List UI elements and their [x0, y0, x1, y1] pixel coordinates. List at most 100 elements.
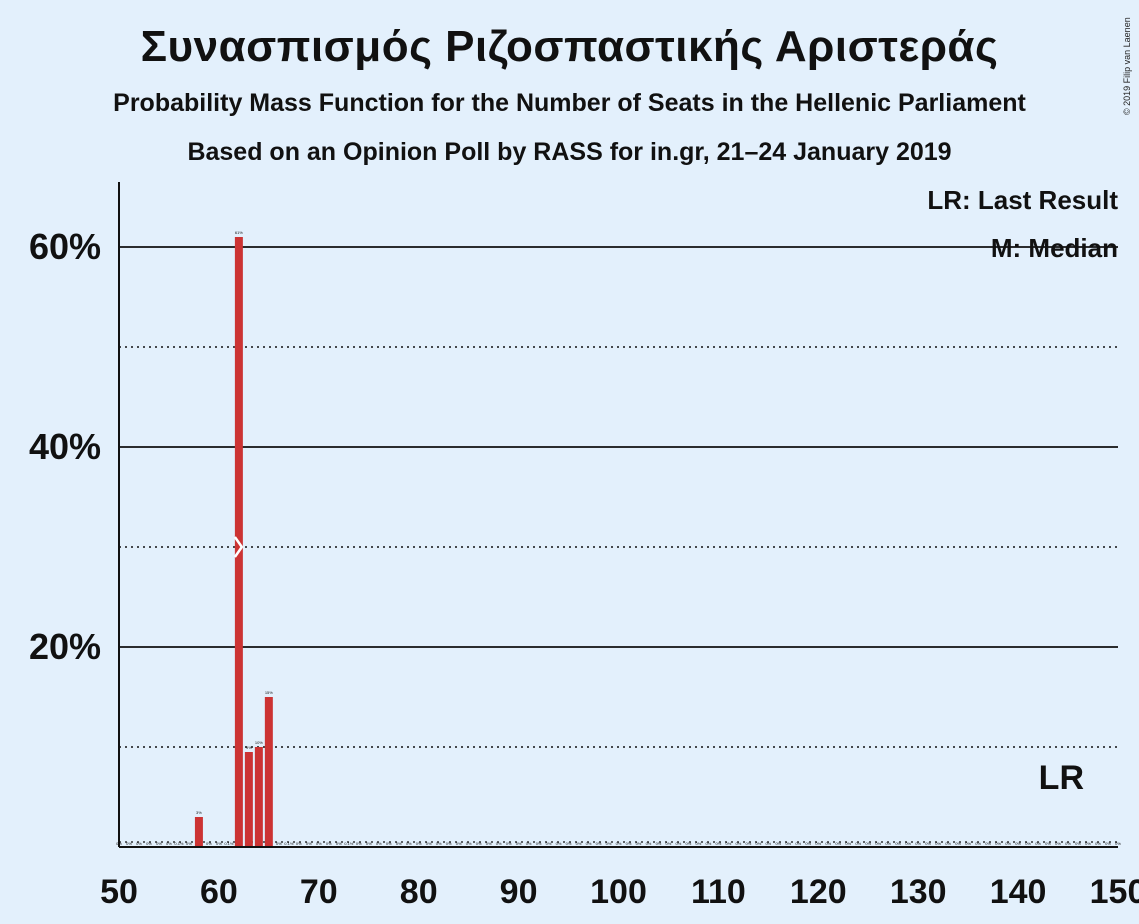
bar-label-90: 0%	[516, 841, 522, 846]
bar-label-144: 0%	[1055, 841, 1061, 846]
bar-label-69: 0%	[306, 841, 312, 846]
bar-label-83: 0%	[446, 841, 452, 846]
legend-last-result: LR: Last Result	[927, 185, 1118, 215]
bar-label-150: 0%	[1115, 841, 1121, 846]
bars	[194, 237, 273, 847]
bar-label-104: 0%	[656, 841, 662, 846]
bar-label-117: 0%	[785, 841, 791, 846]
bar-64	[254, 747, 263, 847]
last-result-marker: LR	[1039, 759, 1084, 797]
bar-label-91: 0%	[526, 841, 532, 846]
bar-label-97: 0%	[586, 841, 592, 846]
bar-label-65: 15%	[265, 690, 273, 695]
bar-label-119: 0%	[805, 841, 811, 846]
bar-label-79: 0%	[406, 841, 412, 846]
x-tick-label: 110	[691, 873, 746, 911]
bar-label-103: 0%	[646, 841, 652, 846]
bar-label-71: 0%	[326, 841, 332, 846]
bar-label-59: 0%	[206, 841, 212, 846]
bar-label-141: 0%	[1025, 841, 1031, 846]
bar-label-66: 0%	[276, 841, 282, 846]
bar-label-81: 0%	[426, 841, 432, 846]
bar-label-99: 0%	[606, 841, 612, 846]
bar-label-94: 0%	[556, 841, 562, 846]
bar-label-125: 0%	[865, 841, 871, 846]
bar-label-64: 10%	[255, 740, 263, 745]
bar-label-123: 0%	[845, 841, 851, 846]
grid-lines	[119, 246, 1118, 843]
x-tick-label: 50	[100, 873, 138, 911]
bar-label-100: 0%	[616, 841, 622, 846]
bar-label-120: 0%	[815, 841, 821, 846]
bar-label-149: 0%	[1105, 841, 1111, 846]
bar-label-102: 0%	[636, 841, 642, 846]
bar-label-95: 0%	[566, 841, 572, 846]
bar-label-111: 0%	[725, 841, 731, 846]
bar-label-127: 0%	[885, 841, 891, 846]
bar-label-74: 0%	[356, 841, 362, 846]
axes	[118, 182, 1118, 848]
y-tick-label: 20%	[29, 626, 101, 667]
y-tick-label: 60%	[29, 226, 101, 267]
bar-label-122: 0%	[835, 841, 841, 846]
bar-label-116: 0%	[775, 841, 781, 846]
bar-label-143: 0%	[1045, 841, 1051, 846]
bar-65	[264, 697, 273, 847]
bar-label-131: 0%	[925, 841, 931, 846]
bar-label-58: 3%	[196, 810, 202, 815]
bar-label-135: 0%	[965, 841, 971, 846]
bar-label-52: 0%	[136, 841, 142, 846]
bar-label-137: 0%	[985, 841, 991, 846]
bar-label-134: 0%	[955, 841, 961, 846]
bar-label-84: 0%	[456, 841, 462, 846]
bar-label-98: 0%	[596, 841, 602, 846]
y-tick-label: 40%	[29, 426, 101, 467]
bar-label-53: 0%	[146, 841, 152, 846]
bar-label-63: 9%	[246, 745, 252, 750]
bar-label-85: 0%	[466, 841, 472, 846]
bar-label-126: 0%	[875, 841, 881, 846]
bar-label-57: 0%	[186, 841, 192, 846]
bar-label-112: 0%	[735, 841, 741, 846]
x-tick-label: 90	[500, 873, 538, 911]
x-tick-label: 150	[1090, 873, 1139, 911]
bar-label-61: 0.1%	[224, 841, 234, 846]
bar-label-148: 0%	[1095, 841, 1101, 846]
x-tick-label: 140	[990, 873, 1047, 911]
bar-label-107: 0%	[686, 841, 692, 846]
chart-subtitle: Probability Mass Function for the Number…	[113, 89, 1026, 117]
bar-label-89: 0%	[506, 841, 512, 846]
bar-label-108: 0%	[696, 841, 702, 846]
bar-label-55: 0%	[166, 841, 172, 846]
bar-label-121: 0%	[825, 841, 831, 846]
bar-label-140: 0%	[1015, 841, 1021, 846]
y-axis-labels: 20% 40% 60%	[29, 226, 101, 667]
bar-label-93: 0%	[546, 841, 552, 846]
bar-label-60: 0%	[216, 841, 222, 846]
bar-label-128: 0%	[895, 841, 901, 846]
bar-label-67: 0.1%	[284, 841, 294, 846]
chart-source-line: Based on an Opinion Poll by RASS for in.…	[187, 138, 952, 166]
legend: LR: Last Result M: Median LR	[927, 185, 1118, 797]
bar-label-68: 0%	[296, 841, 302, 846]
bar-label-87: 0%	[486, 841, 492, 846]
bar-63	[244, 752, 253, 847]
bar-label-77: 0%	[386, 841, 392, 846]
bar-label-113: 0%	[745, 841, 751, 846]
bar-label-110: 0%	[716, 841, 722, 846]
bar-label-136: 0%	[975, 841, 981, 846]
x-tick-label: 70	[300, 873, 338, 911]
bar-label-115: 0%	[765, 841, 771, 846]
median-marker	[233, 536, 244, 558]
bar-label-118: 0%	[795, 841, 801, 846]
x-tick-label: 100	[590, 873, 647, 911]
bar-label-78: 0%	[396, 841, 402, 846]
legend-median: M: Median	[991, 233, 1118, 263]
bar-label-70: 0%	[316, 841, 322, 846]
bar-label-138: 0%	[995, 841, 1001, 846]
bar-label-75: 0%	[366, 841, 372, 846]
bar-label-133: 0%	[945, 841, 951, 846]
bar-label-130: 0%	[915, 841, 921, 846]
bar-label-106: 0%	[676, 841, 682, 846]
